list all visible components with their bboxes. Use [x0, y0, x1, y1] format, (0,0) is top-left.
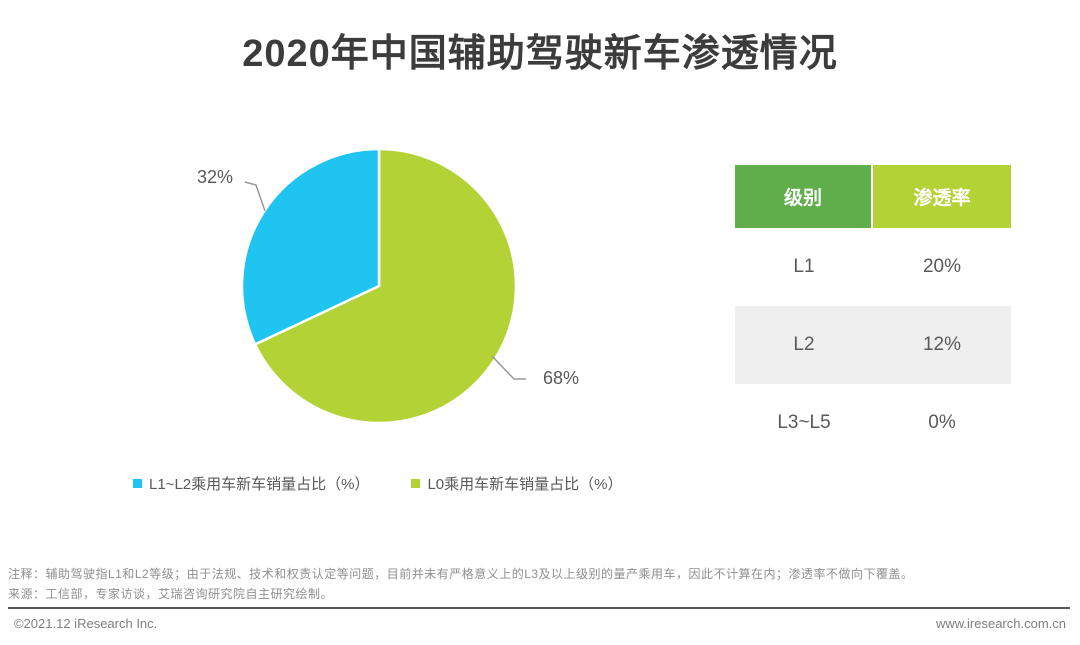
- legend-label-l1l2: L1~L2乘用车新车销量占比（%）: [149, 476, 370, 493]
- legend-label-l0: L0乘用车新车销量占比（%）: [427, 476, 623, 493]
- footer-divider: [8, 607, 1070, 609]
- legend-swatch-green-icon: [411, 479, 421, 488]
- penetration-table: 级别 渗透率 L1 20% L2 12% L3~L5 0%: [735, 165, 1011, 462]
- legend: L1~L2乘用车新车销量占比（%） L0乘用车新车销量占比（%）: [133, 473, 623, 494]
- pie-chart: [240, 147, 518, 425]
- pie-slice: [240, 147, 381, 346]
- table-cell-level: L3~L5: [777, 412, 831, 433]
- table-cell-rate: 0%: [928, 412, 956, 433]
- table-header-row: 级别 渗透率: [735, 165, 1011, 228]
- legend-swatch-blue-icon: [133, 479, 142, 488]
- footnote: 注释：辅助驾驶指L1和L2等级；由于法规、技术和权责认定等问题，目前并未有严格意…: [8, 567, 914, 581]
- table-row: L1 20%: [735, 228, 1011, 306]
- legend-item-l0: L0乘用车新车销量占比（%）: [411, 473, 623, 494]
- copyright-text: ©2021.12 iResearch Inc.: [14, 616, 158, 631]
- table-cell-rate: 20%: [922, 256, 962, 277]
- pie-data-label-green: 68%: [543, 368, 580, 388]
- page-title: 2020年中国辅助驾驶新车渗透情况: [242, 33, 838, 75]
- table-cell-level: L2: [793, 334, 815, 355]
- table-cell-rate: 12%: [922, 334, 962, 355]
- table-header-rate: 渗透率: [873, 165, 1011, 228]
- website-link[interactable]: www.iresearch.com.cn: [935, 616, 1066, 631]
- legend-item-l1l2: L1~L2乘用车新车销量占比（%）: [133, 473, 369, 494]
- pie-data-label-blue: 32%: [197, 167, 234, 187]
- table-row: L3~L5 0%: [735, 384, 1011, 462]
- table-header-level: 级别: [735, 165, 873, 228]
- table-row: L2 12%: [735, 306, 1011, 384]
- table-cell-level: L1: [793, 256, 815, 277]
- source-note: 来源：工信部，专家访谈，艾瑞咨询研究院自主研究绘制。: [8, 587, 334, 601]
